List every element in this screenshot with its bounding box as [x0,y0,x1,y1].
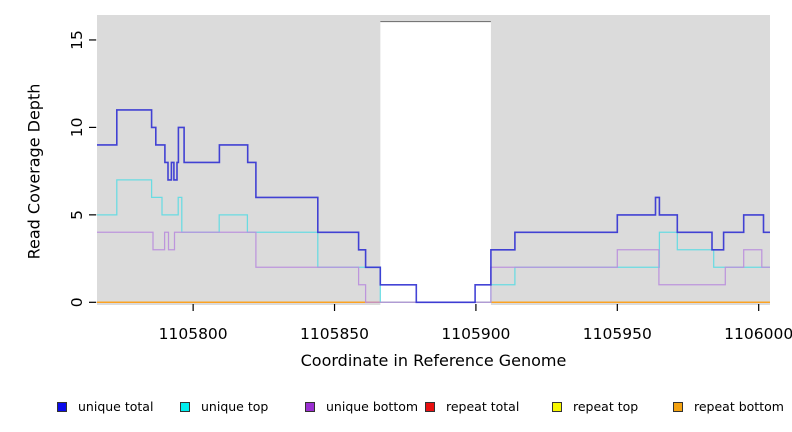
y-tick-label: 0 [68,297,86,307]
legend-item-repeat-top: repeat top [552,398,638,416]
y-tick-label: 15 [68,30,86,50]
x-tick-label: 1105850 [300,325,369,343]
legend-label-repeat-total: repeat total [446,399,520,414]
legend-swatch-unique-total [57,402,67,412]
series-line-unique-total [97,109,770,304]
legend-item-unique-bottom: unique bottom [305,398,418,416]
x-axis-title: Coordinate in Reference Genome [300,351,567,370]
legend-item-unique-total: unique total [57,398,153,416]
legend-label-unique-total: unique total [78,399,154,414]
series-line-unique-top [97,179,770,303]
legend-label-repeat-bottom: repeat bottom [694,399,784,414]
legend-swatch-unique-bottom [305,402,315,412]
x-tick-label: 1105900 [441,325,510,343]
legend-item-repeat-total: repeat total [425,398,519,416]
legend-item-repeat-bottom: repeat bottom [673,398,784,416]
legend: unique total unique top unique bottom re… [0,398,792,418]
legend-swatch-repeat-top [552,402,562,412]
y-tick-label: 5 [68,210,86,220]
legend-item-unique-top: unique top [180,398,268,416]
legend-label-unique-bottom: unique bottom [326,399,419,414]
x-tick-label: 1106000 [724,325,792,343]
y-axis-title: Read Coverage Depth [24,83,44,259]
y-tick-label: 10 [68,118,86,138]
series-line-unique-bottom [97,231,770,303]
legend-swatch-repeat-bottom [673,402,683,412]
legend-swatch-repeat-total [425,402,435,412]
x-tick-label: 1105950 [583,325,652,343]
legend-swatch-unique-top [180,402,190,412]
legend-label-repeat-top: repeat top [573,399,639,414]
masked-region-band [380,21,491,305]
legend-label-unique-top: unique top [201,399,269,414]
x-tick-label: 1105800 [159,325,228,343]
